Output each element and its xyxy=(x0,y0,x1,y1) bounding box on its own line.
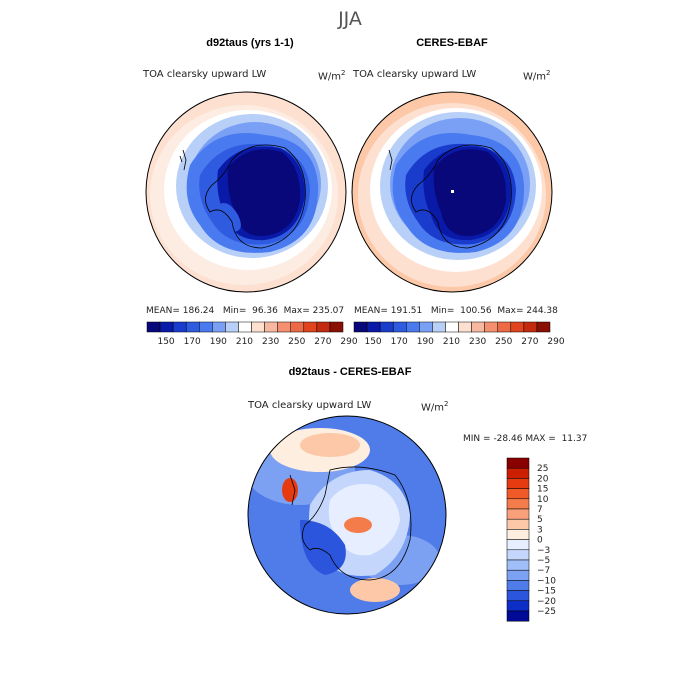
colorbar-swatch xyxy=(379,321,394,333)
colorbar-tick-label: 290 xyxy=(547,337,564,347)
colorbar-swatch xyxy=(159,321,174,333)
colorbar-swatch xyxy=(536,321,551,333)
colorbar-tick-label: 190 xyxy=(417,337,434,347)
colorbar-tick-label: 250 xyxy=(495,337,512,347)
diff-colorbar-tick-label: −25 xyxy=(537,607,556,617)
panel-title-difference: d92taus - CERES-EBAF xyxy=(288,366,412,378)
diff-colorbar-swatch xyxy=(506,559,530,571)
colorbar-swatch xyxy=(432,321,446,333)
panel-units-model: W/m2 xyxy=(318,69,346,83)
diff-colorbar-swatch xyxy=(506,529,530,540)
colorbar-tick-label: 210 xyxy=(443,337,460,347)
colorbar-swatch xyxy=(392,321,407,333)
diff-colorbar-swatch xyxy=(506,518,530,530)
colorbar-swatch xyxy=(290,321,305,333)
colorbar-tick-label: 190 xyxy=(210,337,227,347)
diff-colorbar-swatch xyxy=(506,590,530,602)
colorbar-swatch xyxy=(251,321,265,333)
colorbar-swatch xyxy=(366,321,381,333)
colorbar-swatch xyxy=(225,321,239,333)
panel-variable-model: TOA clearsky upward LW xyxy=(143,69,267,80)
colorbar-obs: 150 170 190 210 230 250 270 290 xyxy=(353,321,565,347)
colorbar-swatch xyxy=(445,321,459,333)
colorbar-swatch xyxy=(277,321,291,333)
diff-colorbar-swatch xyxy=(506,539,530,551)
colorbar-swatch xyxy=(146,321,161,333)
diff-colorbar-tick-label: −7 xyxy=(537,566,550,576)
colorbar-swatch xyxy=(523,321,538,333)
colorbar-tick-label: 250 xyxy=(288,337,305,347)
panel-variable-difference: TOA clearsky upward LW xyxy=(248,400,372,411)
colorbar-swatch xyxy=(212,321,226,333)
colorbar-tick-label: 270 xyxy=(521,337,538,347)
colorbar-swatch xyxy=(185,321,200,333)
stats-model: MEAN= 186.24 Min= 96.36 Max= 235.07 xyxy=(146,306,345,316)
diff-colorbar-tick-label: −15 xyxy=(537,587,556,597)
colorbar-model: 150 170 190 210 230 250 270 290 xyxy=(146,321,358,347)
panel-title-model: d92taus (yrs 1-1) xyxy=(206,37,294,49)
season-title: JJA xyxy=(338,8,362,30)
diff-minmax: MIN = -28.46 MAX = 11.37 xyxy=(463,434,588,444)
diff-colorbar-tick-label: −10 xyxy=(537,576,556,586)
diff-colorbar-tick-label: 20 xyxy=(537,474,549,484)
diff-colorbar-swatch xyxy=(506,549,530,561)
colorbar-swatch xyxy=(264,321,278,333)
diff-colorbar-tick-label: 5 xyxy=(537,515,543,525)
diff-colorbar-swatch xyxy=(506,569,530,581)
colorbar-swatch xyxy=(419,321,433,333)
diff-colorbar-swatch xyxy=(506,488,530,500)
colorbar-tick-label: 270 xyxy=(314,337,331,347)
diff-colorbar-swatch xyxy=(506,610,530,622)
colorbar-tick-label: 150 xyxy=(364,337,381,347)
panel-title-obs: CERES-EBAF xyxy=(416,37,488,49)
colorbar-swatch xyxy=(510,321,525,333)
stats-obs: MEAN= 191.51 Min= 100.56 Max= 244.38 xyxy=(354,306,558,316)
map-difference xyxy=(248,416,446,614)
colorbar-tick-label: 170 xyxy=(184,337,201,347)
colorbar-swatch xyxy=(303,321,318,333)
panel-units-obs: W/m2 xyxy=(523,69,551,83)
colorbar-swatch xyxy=(484,321,498,333)
colorbar-tick-label: 290 xyxy=(340,337,357,347)
diff-colorbar-swatch xyxy=(506,457,530,469)
diff-colorbar-tick-label: −20 xyxy=(537,597,556,607)
diff-colorbar-tick-label: 25 xyxy=(537,464,548,474)
diff-colorbar-swatch xyxy=(506,600,530,612)
diff-colorbar-tick-label: 7 xyxy=(537,505,543,515)
diff-colorbar-tick-label: 0 xyxy=(537,536,543,546)
colorbar-swatch xyxy=(316,321,331,333)
colorbar-tick-label: 210 xyxy=(236,337,253,347)
panel-units-difference: W/m2 xyxy=(421,400,449,414)
diff-colorbar-swatch xyxy=(506,478,530,489)
colorbar-tick-label: 150 xyxy=(157,337,174,347)
diff-colorbar-tick-label: −3 xyxy=(537,546,550,556)
diff-colorbar-swatch xyxy=(506,498,530,510)
colorbar-swatch xyxy=(497,321,512,333)
diff-colorbar-swatch xyxy=(506,508,530,520)
diff-colorbar-tick-label: 3 xyxy=(537,525,543,535)
diff-colorbar-swatch xyxy=(506,580,530,591)
colorbar-swatch xyxy=(458,321,472,333)
colorbar-swatch xyxy=(172,321,187,333)
diff-colorbar-tick-label: −5 xyxy=(537,556,550,566)
colorbar-swatch xyxy=(199,321,213,333)
panel-variable-obs: TOA clearsky upward LW xyxy=(353,69,477,80)
colorbar-swatch xyxy=(238,321,252,333)
map-obs xyxy=(352,92,552,292)
diff-colorbar-swatch xyxy=(506,467,530,479)
colorbar-tick-label: 170 xyxy=(391,337,408,347)
colorbar-tick-label: 230 xyxy=(262,337,279,347)
diff-colorbar-tick-label: 15 xyxy=(537,485,548,495)
colorbar-swatch xyxy=(353,321,368,333)
map-model xyxy=(146,92,346,292)
diff-colorbar-tick-label: 10 xyxy=(537,495,549,505)
colorbar-swatch xyxy=(406,321,420,333)
colorbar-swatch xyxy=(329,321,344,333)
colorbar-tick-label: 230 xyxy=(469,337,486,347)
colorbar-swatch xyxy=(471,321,485,333)
